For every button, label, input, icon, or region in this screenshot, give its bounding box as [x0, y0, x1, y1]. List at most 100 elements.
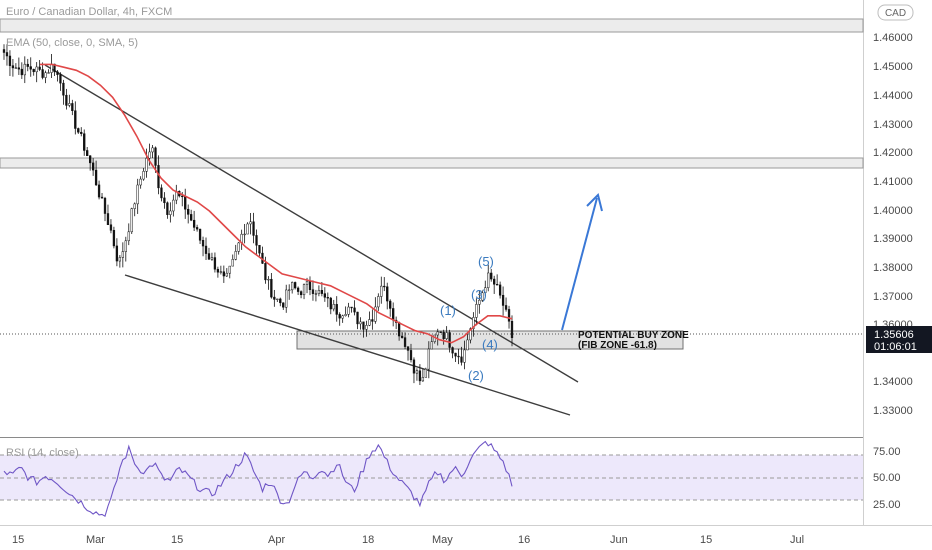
candle-body [97, 184, 101, 198]
candle-body [32, 68, 35, 73]
candle-body [427, 348, 430, 370]
candle-body [68, 103, 71, 106]
candle-body [451, 347, 454, 354]
candle-body [329, 297, 332, 310]
candle-body [41, 69, 44, 78]
candle-body [326, 297, 329, 299]
candle-body [442, 331, 445, 339]
candle-body [100, 196, 104, 199]
symbol-title: Euro / Canadian Dollar, 4h, FXCM [6, 6, 172, 18]
candle-body [501, 294, 505, 306]
rsi-tick-label: 50.00 [873, 472, 901, 484]
candle-body [338, 314, 341, 319]
candle-body [127, 231, 130, 242]
price-axis: 1.46000 1.45000 1.44000 1.43000 1.42000 … [873, 32, 913, 417]
candle-body [424, 368, 427, 378]
time-tick-label: 18 [362, 534, 374, 546]
fib-zone-label: (FIB ZONE -61.8) [578, 340, 657, 351]
candle-body [510, 321, 514, 338]
candle-body [115, 245, 119, 262]
candle-body [267, 278, 270, 281]
candle-body [35, 66, 38, 73]
currency-badge[interactable] [877, 4, 914, 21]
wedge-lower-trendline[interactable] [124, 274, 571, 416]
projection-arrow-shaft[interactable] [561, 197, 598, 331]
resistance-zone-upper[interactable] [0, 18, 864, 33]
candle-body [469, 328, 472, 341]
wedge-upper-trendline[interactable] [44, 64, 579, 383]
candle-body [142, 171, 145, 180]
candle-body [291, 282, 294, 291]
candle-body [38, 66, 41, 70]
resistance-zone-lower[interactable] [0, 157, 864, 169]
price-tick-label: 1.38000 [873, 262, 913, 274]
candle-body [190, 214, 193, 221]
candle-body [204, 245, 208, 254]
candle-body [228, 265, 231, 274]
price-tick-label: 1.41000 [873, 176, 913, 188]
candle-body [237, 242, 240, 252]
candle-body [365, 325, 368, 330]
candle-body [198, 228, 202, 241]
candle-body [23, 63, 26, 76]
candle-body [436, 331, 439, 336]
candle-body [184, 196, 187, 210]
candle-body [341, 315, 344, 319]
candle-body [406, 346, 410, 351]
candle-body [371, 319, 374, 322]
price-tick-label: 1.39000 [873, 233, 913, 245]
candle-body [359, 321, 362, 325]
candle-body [216, 268, 220, 273]
candle-body [386, 286, 389, 302]
candle-body [332, 304, 335, 310]
rsi-tick-label: 25.00 [873, 499, 901, 511]
candle-body [213, 257, 217, 270]
candle-body [481, 292, 484, 301]
candle-body [106, 213, 110, 226]
candle-body [11, 65, 15, 69]
candle-body [109, 224, 113, 231]
time-axis: 15 Mar 15 Apr 18 May 16 Jun 15 Jul [12, 534, 804, 546]
candle-body [83, 133, 86, 151]
candle-body [219, 271, 223, 273]
candle-body [169, 210, 172, 215]
candle-body [246, 223, 249, 235]
candle-body [478, 299, 481, 305]
price-tick-label: 1.45000 [873, 61, 913, 73]
candle-body [279, 298, 282, 304]
price-tick-label: 1.40000 [873, 205, 913, 217]
candle-body [195, 227, 199, 230]
candle-body [231, 259, 234, 267]
candle-body [181, 195, 184, 198]
candle-body [86, 150, 89, 157]
candle-body [418, 370, 422, 382]
candle-body [507, 309, 511, 322]
candle-body [288, 289, 291, 291]
price-tick-label: 1.42000 [873, 147, 913, 159]
ema-50-line [40, 63, 513, 344]
candle-body [5, 52, 9, 57]
time-tick-label: Apr [268, 534, 285, 546]
candle-body [112, 230, 116, 247]
current-price-badge [866, 326, 932, 353]
price-tick-label: 1.34000 [873, 376, 913, 388]
candle-body [103, 197, 107, 214]
rsi-tick-label: 75.00 [873, 446, 901, 458]
projection-arrow-head [586, 193, 603, 212]
candle-body [273, 296, 276, 300]
candle-body [258, 244, 261, 254]
candle-body [26, 63, 29, 67]
price-tick-label: 1.44000 [873, 90, 913, 102]
candle-body [65, 94, 68, 106]
candle-body [225, 272, 228, 277]
buy-zone-box[interactable] [296, 330, 684, 350]
candle-body [50, 63, 53, 73]
candle-body [8, 55, 12, 66]
candle-body [353, 307, 356, 313]
candle-body [484, 287, 487, 294]
candle-body [495, 284, 499, 286]
candle-body [457, 355, 460, 358]
candle-body [166, 202, 169, 215]
candle-body [121, 251, 124, 258]
candle-body [466, 339, 469, 351]
